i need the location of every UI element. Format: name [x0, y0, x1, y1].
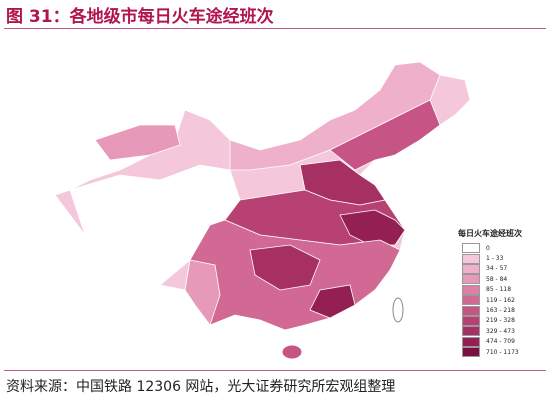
legend-swatch — [462, 263, 480, 274]
region — [94, 124, 181, 161]
legend-label: 710 - 1173 — [486, 348, 519, 356]
title: 图 31：各地级市每日火车途经班次 — [6, 7, 274, 27]
legend-label: 474 - 709 — [486, 338, 515, 346]
legend-label: 34 - 57 — [486, 265, 508, 273]
region — [184, 259, 221, 326]
legend-swatch — [462, 253, 480, 264]
legend-label: 329 - 473 — [486, 327, 515, 335]
rule — [4, 370, 546, 371]
region — [309, 284, 356, 319]
region — [249, 244, 321, 291]
legend-item: 85 - 118 — [462, 284, 548, 295]
legend-item: 710 - 1173 — [462, 347, 548, 358]
region — [229, 61, 441, 171]
legend-item: 163 - 218 — [462, 305, 548, 316]
legend-title: 每日火车途经班次 — [458, 229, 522, 238]
legend-label: 0 — [486, 244, 490, 252]
legend-item: 219 - 328 — [462, 315, 548, 326]
hainan — [281, 344, 303, 360]
legend-item: 119 - 162 — [462, 295, 548, 306]
legend-item: 58 - 84 — [462, 274, 548, 285]
legend-label: 219 - 328 — [486, 317, 515, 325]
legend-items: 0 1 - 33 34 - 57 58 - 84 85 - 118 119 - 162 16… — [452, 243, 548, 358]
legend: 每日火车途经班次 0 1 - 33 34 - 57 58 - 84 85 - 118 11… — [452, 226, 548, 360]
legend-label: 85 - 118 — [486, 286, 512, 294]
legend-label: 1 - 33 — [486, 255, 504, 263]
legend-swatch — [462, 274, 480, 285]
legend-item: 0 — [462, 243, 548, 254]
legend-swatch — [462, 315, 480, 326]
legend-swatch — [462, 305, 480, 316]
legend-label: 163 - 218 — [486, 307, 515, 315]
source: 资料来源：中国铁路 12306 网站，光大证券研究所宏观组整理 — [6, 379, 396, 395]
legend-swatch — [462, 284, 480, 295]
legend-item: 329 - 473 — [462, 326, 548, 337]
region — [329, 99, 441, 171]
legend-label: 58 - 84 — [486, 275, 508, 283]
region — [339, 209, 406, 246]
legend-item: 34 - 57 — [462, 263, 548, 274]
map — [54, 61, 471, 360]
legend-swatch — [462, 326, 480, 337]
legend-swatch — [462, 336, 480, 347]
rule — [4, 28, 546, 29]
legend-item: 1 - 33 — [462, 253, 548, 264]
legend-item: 474 - 709 — [462, 336, 548, 347]
legend-swatch — [462, 295, 480, 306]
legend-swatch — [462, 243, 480, 254]
legend-swatch — [462, 347, 480, 358]
taiwan — [392, 297, 404, 323]
legend-label: 119 - 162 — [486, 296, 515, 304]
